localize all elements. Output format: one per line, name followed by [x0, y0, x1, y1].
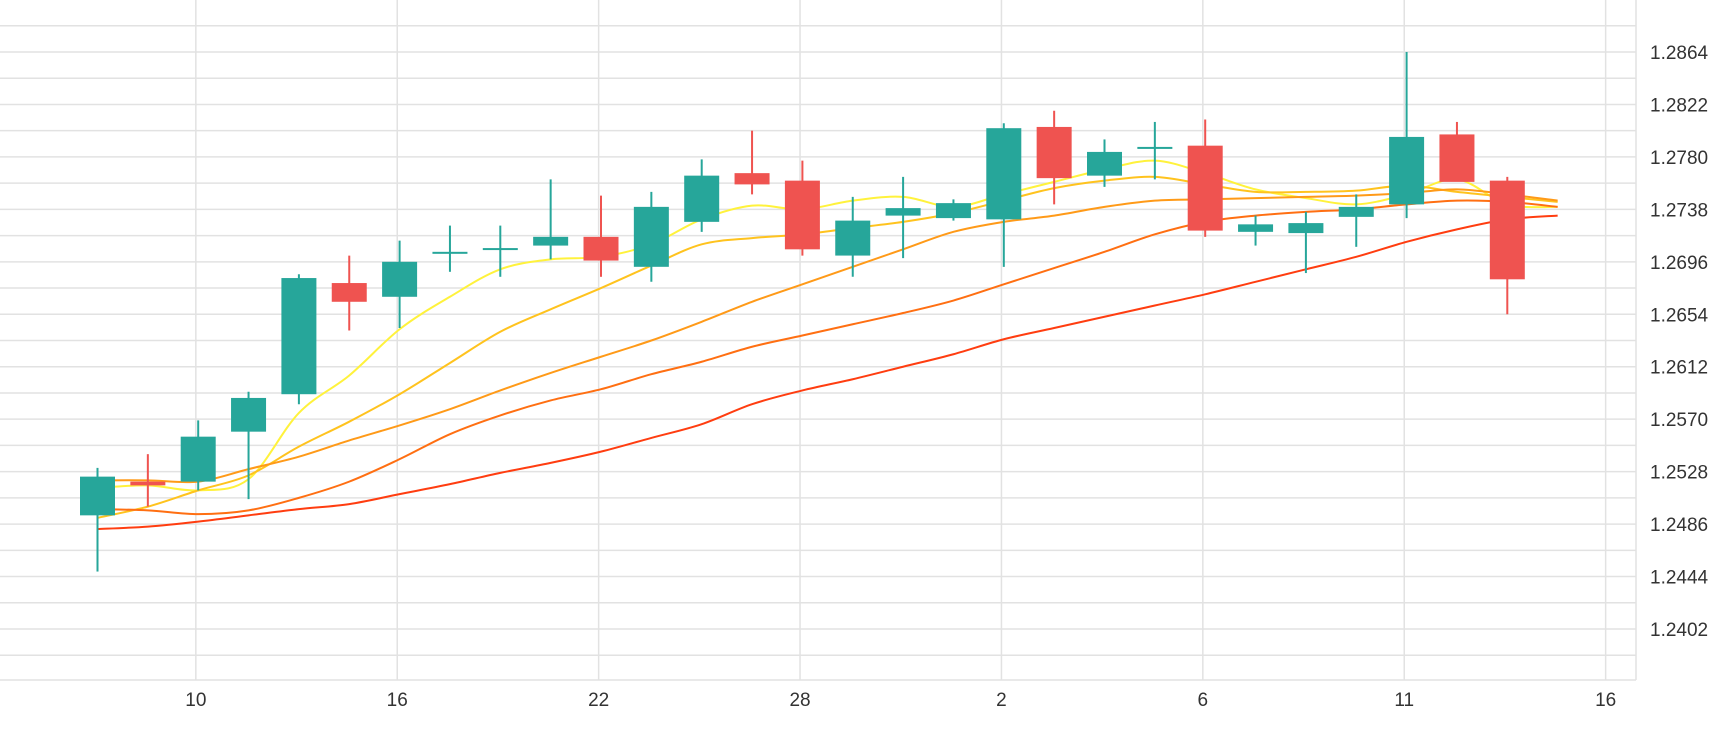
candle [482, 225, 518, 277]
candle-body [432, 251, 468, 254]
x-tick-label: 11 [1394, 690, 1414, 711]
candle-body [633, 206, 669, 267]
candle-body [130, 481, 166, 486]
candle [734, 130, 770, 195]
candle-body [1389, 136, 1425, 205]
candle [80, 467, 115, 572]
candle [382, 240, 418, 329]
candle-body [1439, 134, 1475, 182]
y-tick-label: 1.2738 [1650, 200, 1708, 221]
y-tick-label: 1.2528 [1650, 463, 1708, 484]
candle [432, 225, 468, 272]
candle [1389, 52, 1425, 219]
candle-body [1338, 206, 1374, 217]
moving-average-line-5 [97, 214, 1558, 531]
candle-body [533, 236, 569, 246]
y-axis: 1.2864 1.2822 1.2780 1.2738 1.2696 1.2654 1.26… [1650, 43, 1709, 641]
candle-body [281, 278, 317, 395]
x-tick-label: 16 [387, 690, 408, 711]
candle [281, 274, 317, 405]
candle-body [835, 220, 871, 256]
candle-body [1238, 224, 1274, 232]
candle [1087, 139, 1122, 187]
candle [1439, 121, 1475, 182]
x-tick-label: 2 [996, 690, 1007, 711]
y-tick-label: 1.2402 [1650, 620, 1708, 641]
y-tick-label: 1.2864 [1650, 43, 1709, 64]
candle [180, 420, 216, 491]
candle-body [1087, 151, 1122, 176]
candle [1137, 121, 1173, 180]
candle-body [1036, 126, 1072, 179]
candle [1338, 194, 1374, 247]
moving-average-line-2 [97, 175, 1558, 519]
candle [533, 179, 569, 260]
candle-body [734, 173, 770, 185]
y-tick-label: 1.2654 [1650, 305, 1709, 326]
candle-body [784, 180, 820, 250]
candle [835, 196, 871, 277]
y-tick-label: 1.2612 [1650, 358, 1708, 379]
candle [885, 176, 921, 259]
candle [986, 123, 1022, 267]
x-tick-label: 6 [1198, 690, 1209, 711]
y-tick-label: 1.2696 [1650, 253, 1708, 274]
moving-average-line-3 [97, 188, 1558, 484]
candle-body [684, 175, 720, 222]
x-axis: 10 16 22 28 2 6 11 16 [185, 690, 1616, 711]
y-tick-label: 1.2444 [1650, 568, 1709, 589]
candle-body [382, 261, 418, 297]
grid-lines [0, 0, 1637, 681]
x-tick-label: 28 [789, 690, 810, 711]
candle [1238, 215, 1274, 246]
candle [633, 191, 669, 282]
candle [935, 199, 971, 221]
candle [1489, 176, 1525, 315]
candle [1036, 110, 1072, 205]
candle-body [1489, 180, 1525, 280]
candle [231, 391, 267, 500]
candle-body [1137, 146, 1173, 149]
candle-body [885, 208, 921, 216]
candle [684, 159, 720, 232]
candle [583, 195, 619, 277]
y-tick-label: 1.2780 [1650, 148, 1708, 169]
candles [80, 52, 1525, 572]
x-tick-label: 22 [588, 690, 609, 711]
candle-body [231, 397, 267, 432]
candle-body [1288, 223, 1324, 234]
candle-body [331, 283, 367, 302]
moving-average-line-4 [97, 199, 1558, 516]
candle [1187, 119, 1223, 237]
y-tick-label: 1.2486 [1650, 515, 1708, 536]
candle-body [180, 436, 216, 482]
candle-body [935, 203, 971, 219]
candle-body [80, 476, 115, 516]
x-tick-label: 16 [1595, 690, 1616, 711]
candle [130, 454, 166, 507]
y-tick-label: 1.2570 [1650, 410, 1708, 431]
x-tick-label: 10 [185, 690, 206, 711]
candle [331, 255, 367, 331]
candle-body [1187, 145, 1223, 231]
candle [784, 160, 820, 256]
y-tick-label: 1.2822 [1650, 95, 1708, 116]
candle-body [583, 236, 619, 261]
candle-body [482, 248, 518, 251]
candle-body [986, 128, 1022, 220]
moving-average-lines [97, 159, 1558, 531]
candle [1288, 211, 1324, 274]
